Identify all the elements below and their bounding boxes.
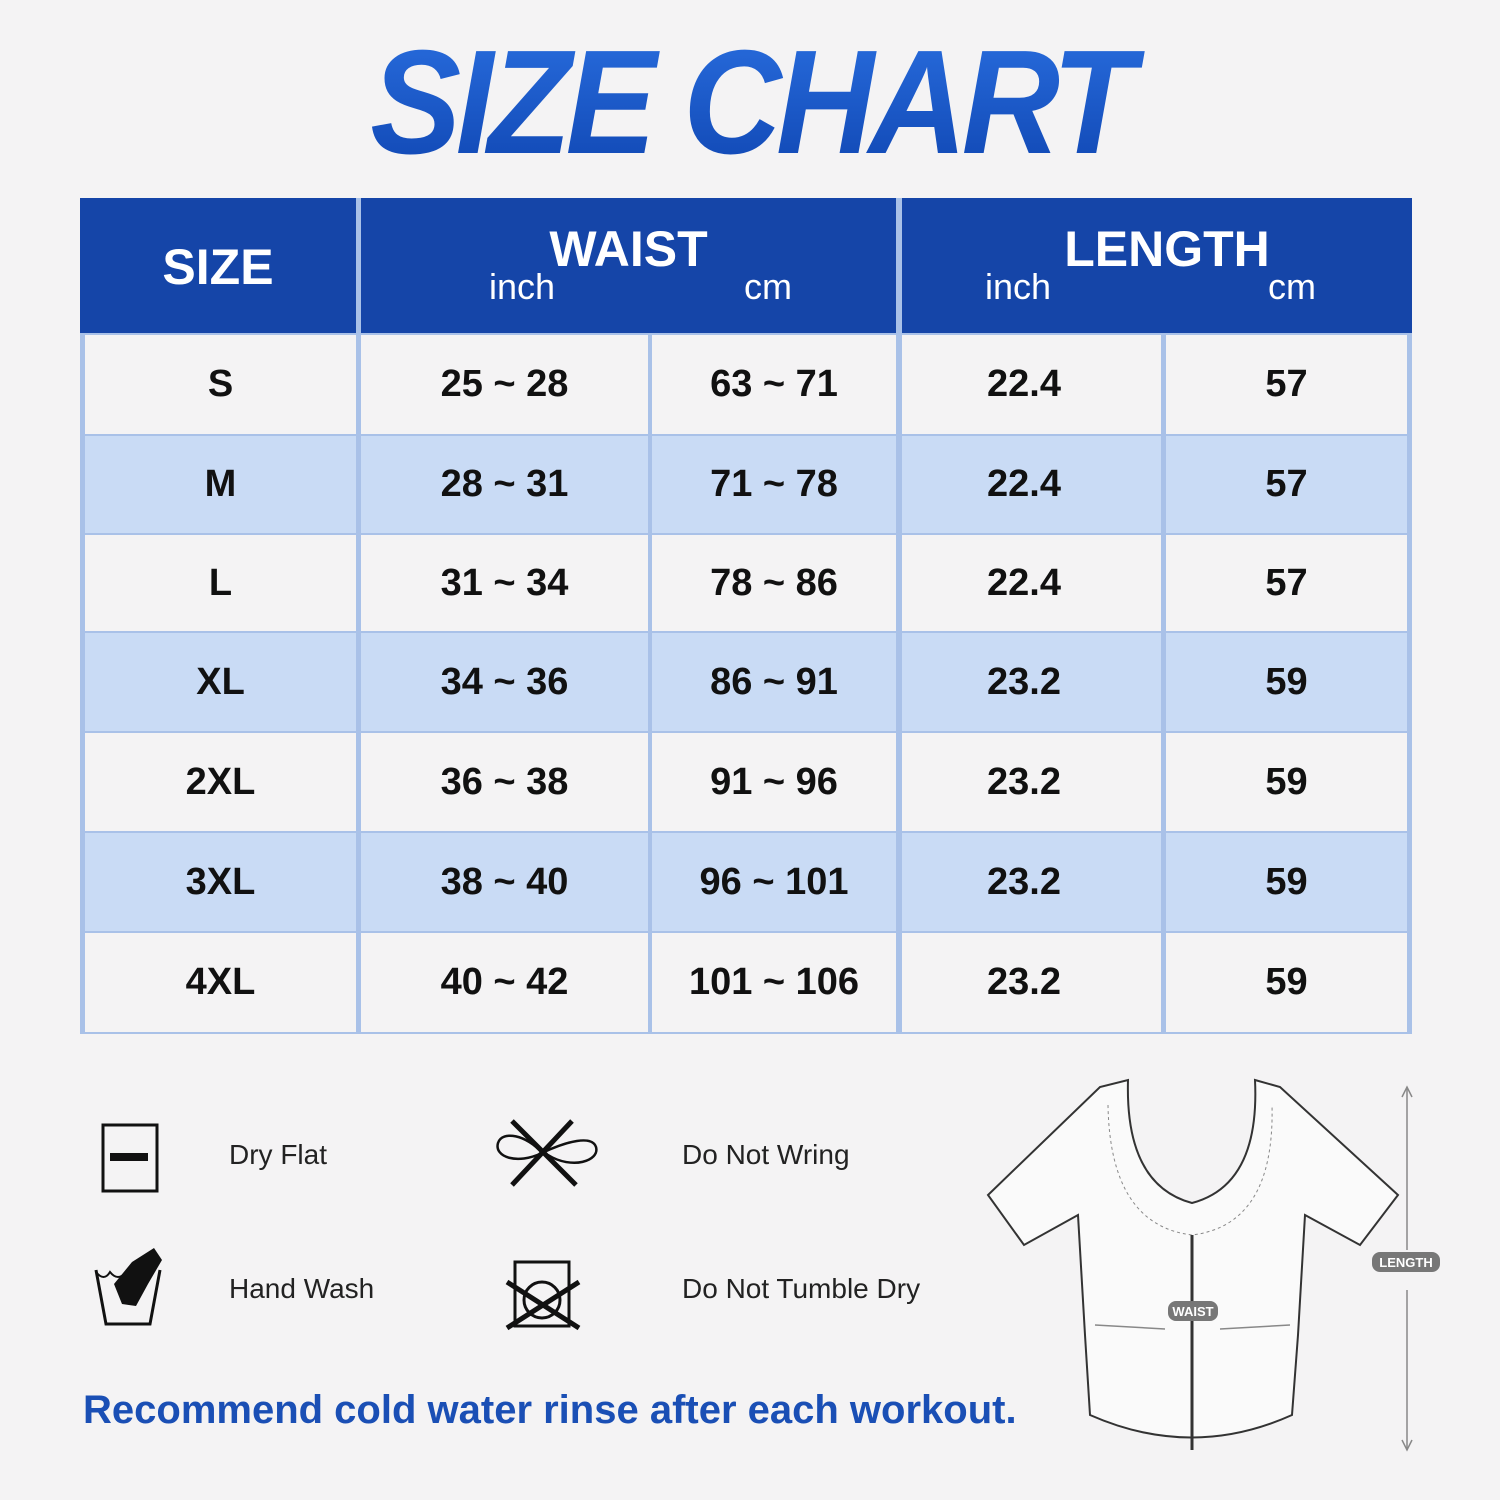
header-length: LENGTH inch cm xyxy=(902,198,1412,333)
table-row: XL 34 ~ 36 86 ~ 91 23.2 59 xyxy=(80,633,1412,731)
cell-length-cm: 59 xyxy=(1166,833,1407,931)
cell-waist-cm: 78 ~ 86 xyxy=(652,535,896,631)
cell-waist-inch: 38 ~ 40 xyxy=(361,833,648,931)
cell-waist-cm: 96 ~ 101 xyxy=(652,833,896,931)
cell-waist-inch: 40 ~ 42 xyxy=(361,933,648,1032)
dry-flat-icon xyxy=(101,1123,159,1193)
cell-size: M xyxy=(85,436,356,533)
header-size: SIZE xyxy=(80,198,356,333)
cell-waist-inch: 28 ~ 31 xyxy=(361,436,648,533)
header-size-label: SIZE xyxy=(162,239,274,295)
care-hand-wash: Hand Wash xyxy=(229,1273,375,1304)
care-do-not-tumble-dry: Do Not Tumble Dry xyxy=(682,1273,921,1304)
cell-length-cm: 59 xyxy=(1166,933,1407,1032)
size-table: SIZE WAIST inch cm LENGTH inch cm S 25 ~ … xyxy=(80,198,1412,1034)
cell-length-inch: 22.4 xyxy=(902,436,1161,533)
cell-waist-cm: 101 ~ 106 xyxy=(652,933,896,1032)
cell-size: XL xyxy=(85,633,356,731)
header-waist-inch: inch xyxy=(489,266,556,307)
care-do-not-wring: Do Not Wring xyxy=(682,1139,850,1170)
table-row: 2XL 36 ~ 38 91 ~ 96 23.2 59 xyxy=(80,733,1412,831)
cell-size: 4XL xyxy=(85,933,356,1032)
cell-waist-inch: 36 ~ 38 xyxy=(361,733,648,831)
cell-length-cm: 57 xyxy=(1166,335,1407,434)
header-waist-label: WAIST xyxy=(549,221,708,277)
cell-waist-cm: 91 ~ 96 xyxy=(652,733,896,831)
cell-length-inch: 22.4 xyxy=(902,335,1161,434)
do-not-tumble-dry-icon xyxy=(505,1260,581,1331)
care-dry-flat: Dry Flat xyxy=(229,1139,327,1170)
cell-waist-cm: 86 ~ 91 xyxy=(652,633,896,731)
cell-size: 3XL xyxy=(85,833,356,931)
hand-wash-icon xyxy=(94,1248,162,1326)
cell-size: S xyxy=(85,335,356,434)
length-label: LENGTH xyxy=(1379,1255,1432,1270)
garment-diagram: WAIST LENGTH xyxy=(986,1078,1440,1452)
table-row: 3XL 38 ~ 40 96 ~ 101 23.2 59 xyxy=(80,833,1412,931)
cell-waist-inch: 34 ~ 36 xyxy=(361,633,648,731)
cell-waist-inch: 25 ~ 28 xyxy=(361,335,648,434)
cell-waist-cm: 63 ~ 71 xyxy=(652,335,896,434)
table-row: L 31 ~ 34 78 ~ 86 22.4 57 xyxy=(80,535,1412,631)
cell-waist-cm: 71 ~ 78 xyxy=(652,436,896,533)
header-length-inch: inch xyxy=(985,266,1052,307)
cell-length-cm: 57 xyxy=(1166,436,1407,533)
cell-length-inch: 22.4 xyxy=(902,535,1161,631)
header-length-cm: cm xyxy=(1268,266,1316,307)
care-note: Recommend cold water rinse after each wo… xyxy=(83,1388,1017,1432)
cell-length-inch: 23.2 xyxy=(902,633,1161,731)
page-title: SIZE CHART xyxy=(60,18,1440,188)
cell-size: L xyxy=(85,535,356,631)
cell-length-inch: 23.2 xyxy=(902,833,1161,931)
cell-length-cm: 57 xyxy=(1166,535,1407,631)
waist-label: WAIST xyxy=(1172,1304,1213,1319)
cell-size: 2XL xyxy=(85,733,356,831)
header-waist: WAIST inch cm xyxy=(361,198,896,333)
cell-length-inch: 23.2 xyxy=(902,733,1161,831)
do-not-wring-icon xyxy=(496,1119,598,1187)
table-row: M 28 ~ 31 71 ~ 78 22.4 57 xyxy=(80,436,1412,533)
cell-length-inch: 23.2 xyxy=(902,933,1161,1032)
header-waist-cm: cm xyxy=(744,266,792,307)
table-row: 4XL 40 ~ 42 101 ~ 106 23.2 59 xyxy=(80,933,1412,1032)
table-row: S 25 ~ 28 63 ~ 71 22.4 57 xyxy=(80,335,1412,434)
length-label-badge xyxy=(1372,1252,1440,1272)
cell-length-cm: 59 xyxy=(1166,633,1407,731)
waist-label-badge xyxy=(1168,1301,1218,1321)
header-length-label: LENGTH xyxy=(1064,221,1270,277)
cell-waist-inch: 31 ~ 34 xyxy=(361,535,648,631)
cell-length-cm: 59 xyxy=(1166,733,1407,831)
